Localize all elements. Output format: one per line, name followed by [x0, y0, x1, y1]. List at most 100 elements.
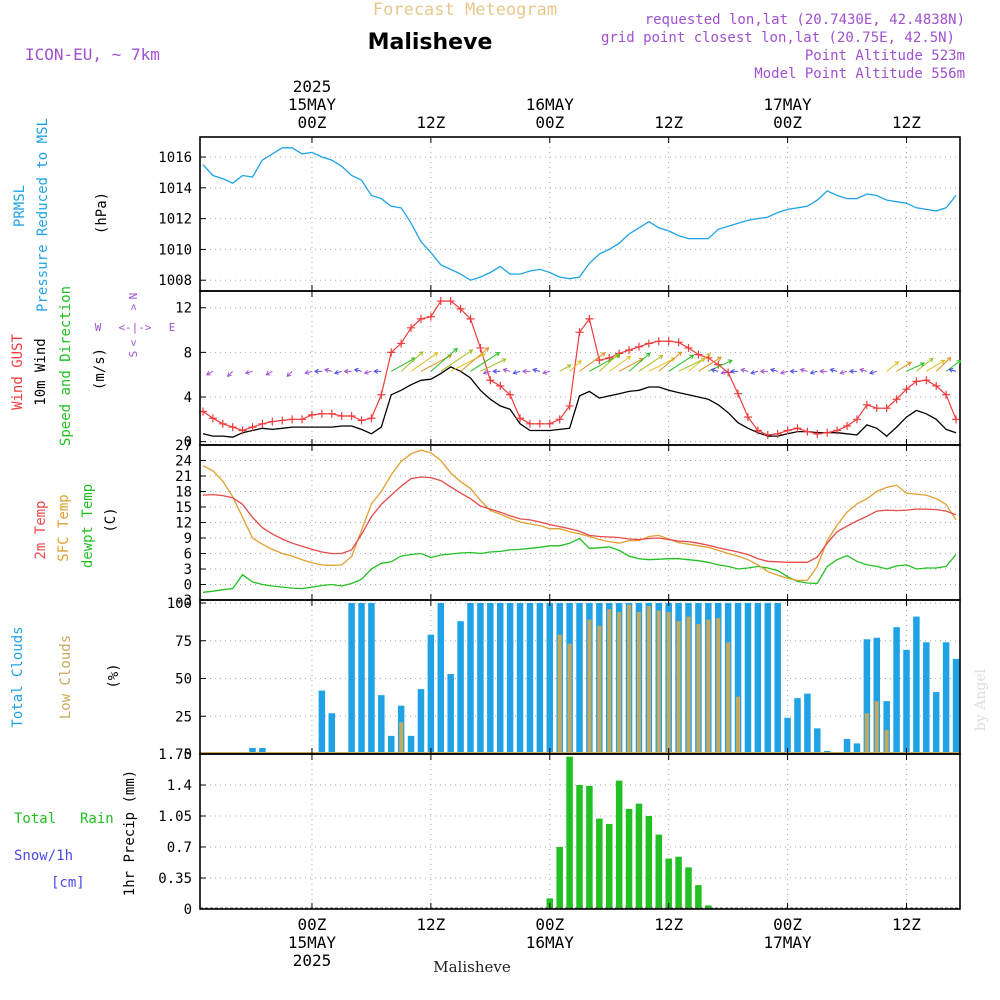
gust-marker	[238, 426, 247, 435]
low-cloud-bar	[676, 621, 681, 754]
y-tick-label: 8	[184, 345, 192, 361]
model-label: ICON-EU, ~ 7km	[25, 45, 160, 64]
total-cloud-bar	[496, 603, 504, 754]
total-cloud-bar	[744, 603, 752, 754]
total-cloud-bar	[843, 738, 851, 754]
wind-arrow	[810, 370, 818, 374]
wind-arrow	[503, 369, 511, 372]
gust-marker	[407, 323, 416, 332]
low-cloud-bar	[706, 619, 711, 754]
wind-arrow-head	[324, 367, 330, 373]
cloud-labels: Total Clouds Low Clouds (%)	[10, 626, 122, 727]
low-cloud-bar	[656, 610, 661, 754]
wind-arrow-head	[373, 368, 379, 374]
wind-arrow	[658, 351, 682, 372]
wind-arrow-head	[258, 372, 262, 376]
wind-arrow-head	[717, 356, 722, 362]
wind-arrow	[460, 347, 489, 372]
rain-bar	[605, 823, 613, 909]
wind-arrow	[216, 371, 223, 373]
bottom-time-label: 12Z	[654, 915, 683, 934]
gust-marker	[486, 376, 495, 385]
gust-marker	[922, 376, 931, 385]
wind-unit-label: (m/s)	[92, 348, 108, 390]
y-tick-label: 100	[167, 596, 192, 612]
low-cloud-bar	[686, 616, 691, 754]
y-tick-label: 1016	[158, 150, 192, 166]
total-cloud-bar	[576, 603, 583, 754]
gust-marker	[506, 390, 515, 399]
temp2m-line	[202, 476, 957, 563]
gust-marker	[644, 339, 653, 348]
gust-marker	[337, 411, 346, 420]
wind-arrow	[559, 364, 572, 372]
total-cloud-bar	[487, 603, 494, 754]
legend-v1: <	[127, 339, 140, 346]
wind-arrow	[483, 370, 491, 374]
wind-arrow-head	[286, 372, 292, 377]
total-cloud-bar	[328, 713, 336, 754]
gust-marker	[298, 415, 307, 424]
wind-arrow-head	[928, 357, 934, 363]
legend-v2: >	[127, 303, 140, 310]
y-tick-label: 27	[175, 438, 192, 454]
total-cloud-bar	[754, 603, 762, 754]
wind-arrow	[569, 360, 582, 372]
legend-w: W	[95, 321, 102, 334]
rain-bar	[675, 856, 682, 909]
y-tick-label: 0	[184, 747, 192, 763]
bottom-time-label: 17MAY	[764, 933, 813, 952]
y-tick-label: 3	[184, 562, 192, 578]
total-cloud-bar	[457, 621, 464, 754]
wind-arrow	[390, 357, 416, 372]
wind-arrow	[926, 359, 945, 372]
bottom-time-label: 2025	[293, 951, 332, 970]
panel-frame	[199, 753, 961, 910]
top-time-label: 12Z	[654, 113, 683, 132]
total-cloud-bar	[249, 747, 256, 754]
wind-arrow-head	[227, 372, 232, 377]
total-cloud-bar	[378, 695, 385, 754]
wind-arrow-head	[237, 371, 241, 375]
total-cloud-bar	[903, 649, 910, 754]
wind-arrow-head	[819, 368, 824, 374]
wind-arrow	[286, 370, 293, 377]
pressure-unit-label: (hPa)	[94, 192, 110, 234]
rain-bar	[566, 756, 573, 909]
snow-unit-label: [cm]	[51, 875, 85, 891]
wind-arrow	[648, 357, 676, 372]
wind-label: 10m Wind	[33, 338, 49, 405]
rain-bar	[655, 834, 663, 909]
wind-arrow-head	[946, 356, 952, 362]
wind-arrow-head	[848, 368, 854, 374]
wind-arrow	[334, 370, 342, 374]
gridpoint-coords: grid point closest lon,lat (20.75E, 42.5…	[601, 30, 955, 46]
wind-arrow-head	[418, 351, 424, 356]
gust-marker	[625, 346, 634, 355]
y-tick-label: 75	[175, 634, 192, 650]
total-cloud-bar	[923, 642, 930, 754]
wind-arrow-head	[626, 355, 632, 361]
wind-arrow	[354, 369, 362, 372]
gust-marker	[208, 414, 217, 423]
gust-marker	[585, 314, 594, 323]
wind-arrow-head	[304, 369, 310, 375]
wind-arrow-head	[205, 371, 211, 376]
low-cloud-bar	[864, 713, 869, 754]
bottom-time-label: 00Z	[773, 915, 802, 934]
wind-arrow-head	[907, 361, 912, 367]
top-time-label: 12Z	[416, 113, 445, 132]
wind-arrow-head	[542, 369, 548, 375]
total-cloud-bar	[368, 603, 375, 754]
total-cloud-bar	[853, 743, 861, 754]
gust-marker	[912, 377, 921, 386]
rain-bar	[615, 780, 623, 909]
wind-arrow	[276, 371, 283, 373]
gust-marker	[773, 429, 782, 438]
gust-marker	[634, 342, 643, 351]
bottom-time-label: 16MAY	[526, 933, 575, 952]
top-time-label: 17MAY	[764, 95, 813, 114]
gust-marker	[684, 343, 693, 352]
wind-arrow	[237, 371, 243, 374]
panel-frame	[199, 290, 961, 446]
